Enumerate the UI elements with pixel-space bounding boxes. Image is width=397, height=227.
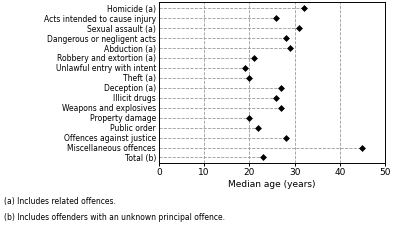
Text: (a) Includes related offences.: (a) Includes related offences. (4, 197, 116, 207)
X-axis label: Median age (years): Median age (years) (228, 180, 316, 189)
Text: (b) Includes offenders with an unknown principal offence.: (b) Includes offenders with an unknown p… (4, 213, 225, 222)
